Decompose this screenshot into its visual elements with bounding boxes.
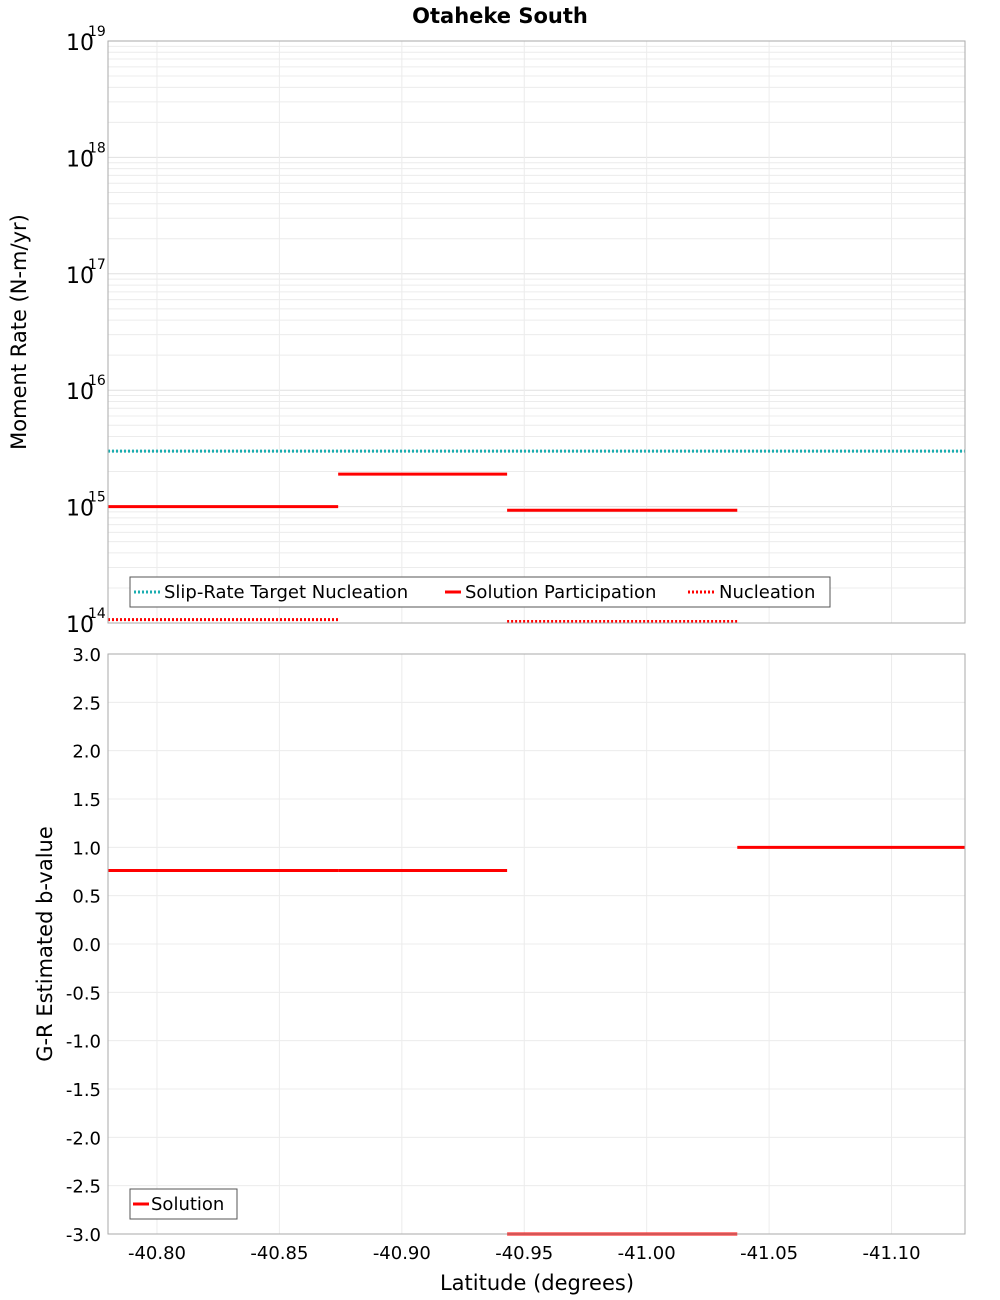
moment-rate-y-axis-label: Moment Rate (N-m/yr): [7, 214, 31, 450]
moment-rate-gridlines: [108, 41, 965, 624]
legend-label-nucleation: Nucleation: [719, 582, 815, 603]
legend-label-slip-rate-target: Slip-Rate Target Nucleation: [164, 582, 408, 603]
latitude-x-tick-label: -40.80: [128, 1243, 186, 1264]
b-value-y-tick-label: 2.0: [72, 742, 101, 763]
x-axis-label: Latitude (degrees): [440, 1271, 634, 1295]
b-value-y-tick-label: 0.0: [72, 935, 101, 956]
latitude-x-ticks: -40.80 -40.85 -40.90 -40.95 -41.00 -41.05 -41.…: [128, 1243, 921, 1264]
legend-label-solution-participation: Solution Participation: [465, 582, 656, 603]
latitude-x-tick-label: -40.85: [250, 1243, 308, 1264]
moment-rate-y-tick-exponent: 15: [88, 490, 106, 506]
moment-rate-y-tick-exponent: 16: [88, 373, 106, 389]
moment-rate-y-tick-base: 10: [66, 497, 94, 522]
b-value-y-tick-label: 0.5: [72, 887, 101, 908]
b-value-legend: Solution: [129, 1188, 238, 1220]
latitude-x-tick-label: -41.05: [740, 1243, 798, 1264]
moment-rate-y-tick-exponent: 17: [88, 257, 106, 273]
b-value-y-tick-label: -0.5: [66, 983, 101, 1004]
b-value-y-axis-label: G-R Estimated b-value: [33, 826, 57, 1062]
moment-rate-y-tick-base: 10: [66, 613, 94, 638]
moment-rate-y-tick-exponent: 14: [88, 606, 106, 622]
moment-rate-plot-frame: [107, 40, 966, 624]
moment-rate-y-tick-base: 10: [66, 31, 94, 56]
latitude-x-tick-label: -41.00: [618, 1243, 676, 1264]
moment-rate-y-tick-base: 10: [66, 380, 94, 405]
moment-rate-legend: Slip-Rate Target Nucleation Solution Par…: [129, 576, 831, 608]
legend-label-solution: Solution: [151, 1194, 224, 1215]
b-value-y-tick-label: 1.5: [72, 790, 101, 811]
moment-rate-y-tick-base: 10: [66, 264, 94, 289]
b-value-y-tick-label: -2.0: [66, 1128, 101, 1149]
latitude-x-tick-label: -41.10: [863, 1243, 921, 1264]
moment-rate-y-tick-exponent: 18: [88, 140, 106, 156]
b-value-y-tick-label: -2.5: [66, 1177, 101, 1198]
b-value-y-tick-label: 3.0: [72, 645, 101, 666]
moment-rate-y-tick-base: 10: [66, 147, 94, 172]
b-value-plot-frame: [107, 653, 966, 1235]
latitude-x-tick-label: -40.95: [495, 1243, 553, 1264]
moment-rate-y-tick-exponent: 19: [88, 24, 106, 40]
b-value-gridlines: [108, 653, 965, 1235]
b-value-y-tick-label: -1.5: [66, 1080, 101, 1101]
b-value-y-ticks: 3.0 2.5 2.0 1.5 1.0 0.5 0.0 -0.5 -1.0 -1.5 -2.0 -2.…: [66, 645, 101, 1246]
b-value-y-tick-label: 1.0: [72, 838, 101, 859]
b-value-panel: 3.0 2.5 2.0 1.5 1.0 0.5 0.0 -0.5 -1.0 -1.5 -2.0 -2.…: [33, 645, 966, 1295]
latitude-x-tick-label: -40.90: [373, 1243, 431, 1264]
chart-title: Otaheke South: [412, 4, 588, 28]
b-value-y-tick-label: 2.5: [72, 693, 101, 714]
b-value-y-tick-label: -3.0: [66, 1225, 101, 1246]
b-value-y-tick-label: -1.0: [66, 1032, 101, 1053]
